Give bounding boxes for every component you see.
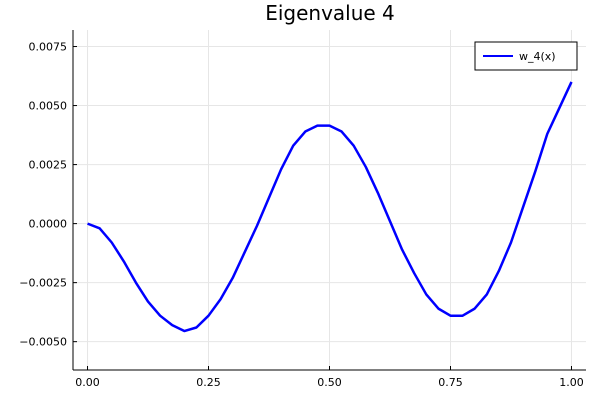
y-tick-label: 0.0050 <box>29 100 68 113</box>
y-tick-label: −0.0025 <box>19 277 67 290</box>
grid <box>73 30 586 370</box>
x-tick-label: 0.50 <box>317 376 342 389</box>
axes: 0.00 0.25 0.50 0.75 1.00 −0.0050 −0.0025 0.0000… <box>19 30 586 389</box>
y-tick-label: −0.0050 <box>19 336 67 349</box>
y-tick-label: 0.0000 <box>29 218 68 231</box>
x-tick-label: 1.00 <box>559 376 584 389</box>
legend-label: w_4(x) <box>519 50 556 63</box>
y-tick-label: 0.0075 <box>29 41 68 54</box>
chart-title: Eigenvalue 4 <box>265 1 395 25</box>
y-tick-label: 0.0025 <box>29 159 68 172</box>
x-tick-label: 0.25 <box>196 376 221 389</box>
series-line <box>87 81 573 333</box>
legend: w_4(x) <box>474 41 578 71</box>
plot-area <box>87 81 573 333</box>
x-tick-label: 0.75 <box>438 376 463 389</box>
x-tick-label: 0.00 <box>75 376 100 389</box>
